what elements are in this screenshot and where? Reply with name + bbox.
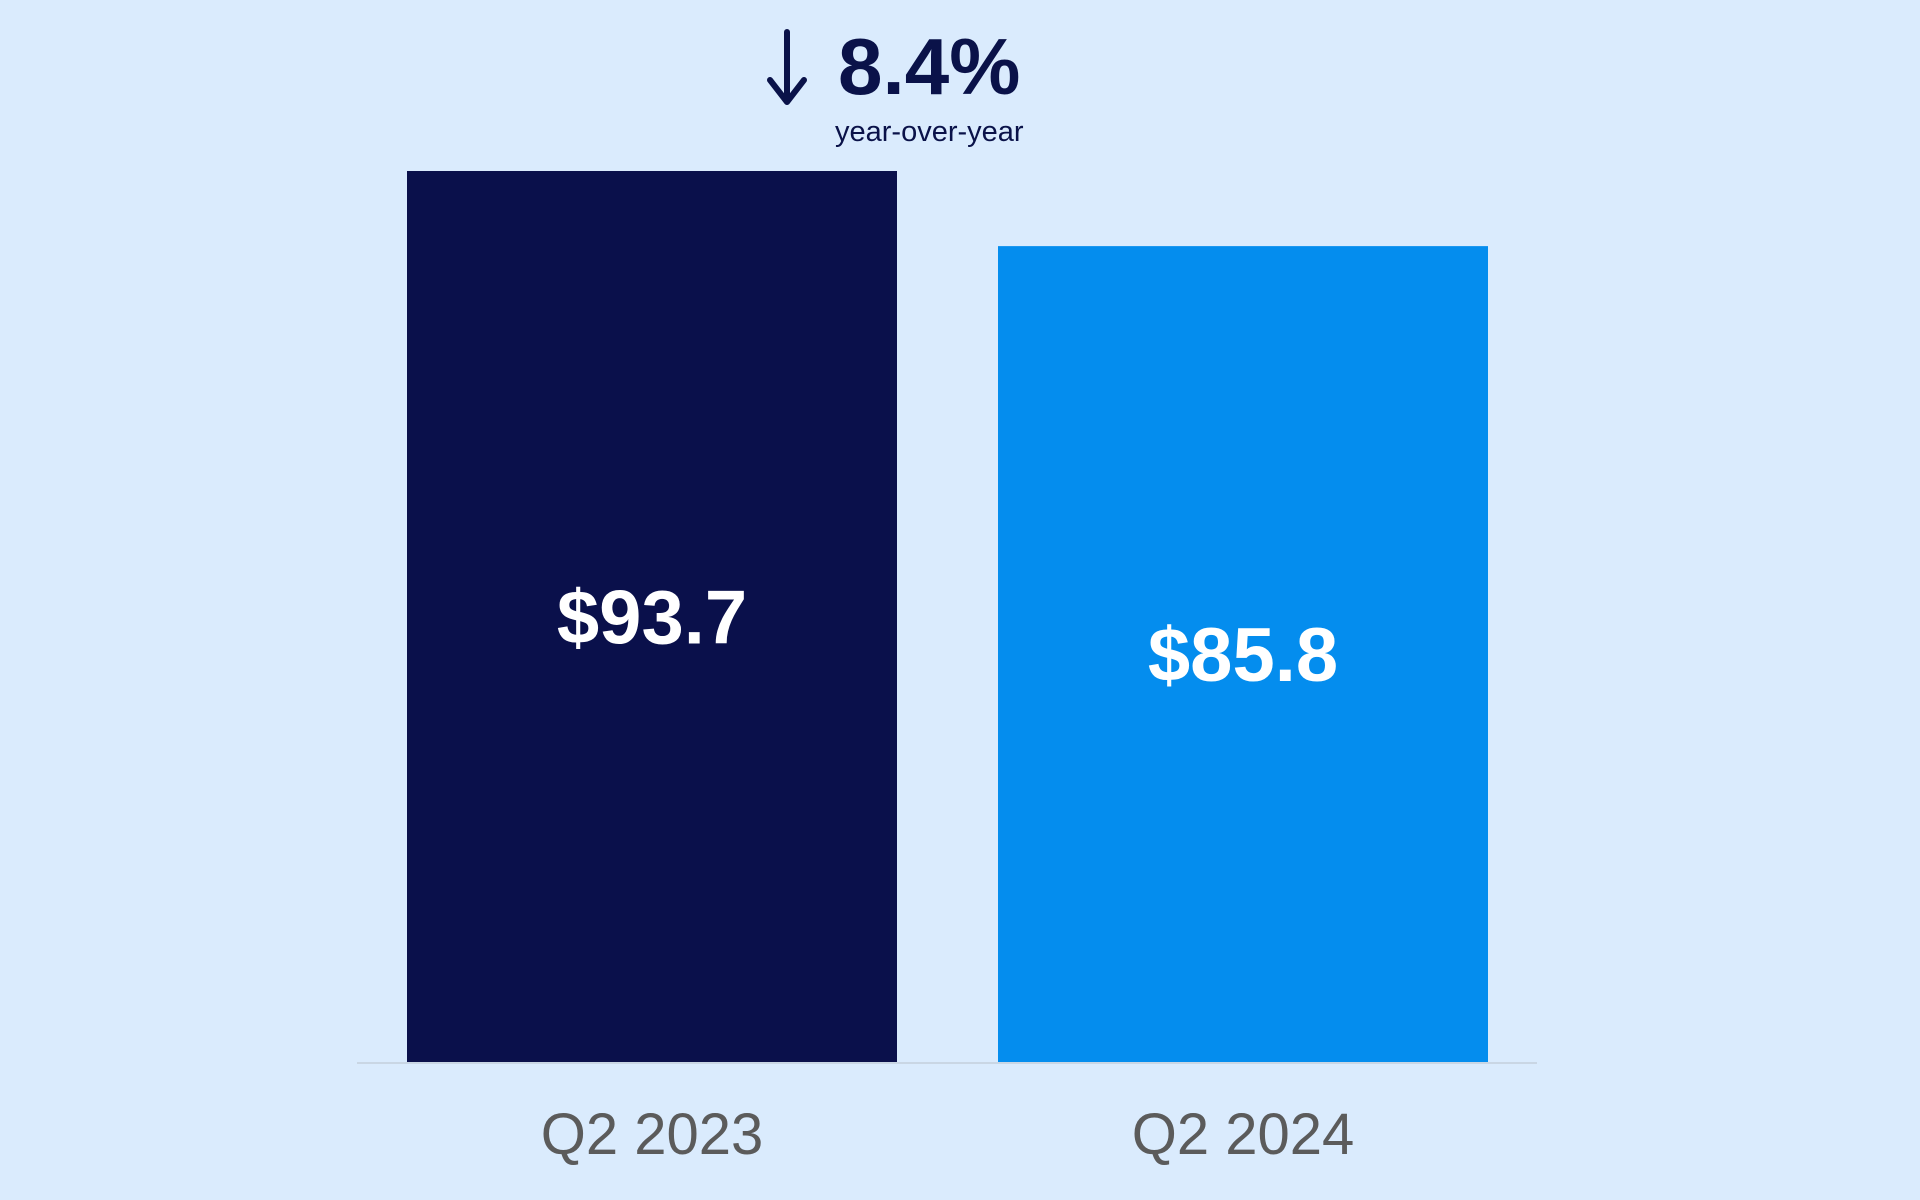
bar-q2-2023 xyxy=(407,171,897,1062)
x-tick-label: Q2 2023 xyxy=(541,1102,764,1167)
arrow-down-icon xyxy=(767,29,807,105)
change-caption: year-over-year xyxy=(835,116,1024,148)
yoy-change-annotation: 8.4% year-over-year xyxy=(767,22,1024,148)
bars-layer: $93.7 Q2 2023 $85.8 Q2 2024 xyxy=(407,171,1488,1167)
bar-q2-2024 xyxy=(998,246,1488,1063)
x-tick-label: Q2 2024 xyxy=(1132,1102,1355,1167)
change-value: 8.4% xyxy=(838,22,1020,111)
bar-value-label: $85.8 xyxy=(1148,613,1338,698)
bar-value-label: $93.7 xyxy=(557,576,747,661)
